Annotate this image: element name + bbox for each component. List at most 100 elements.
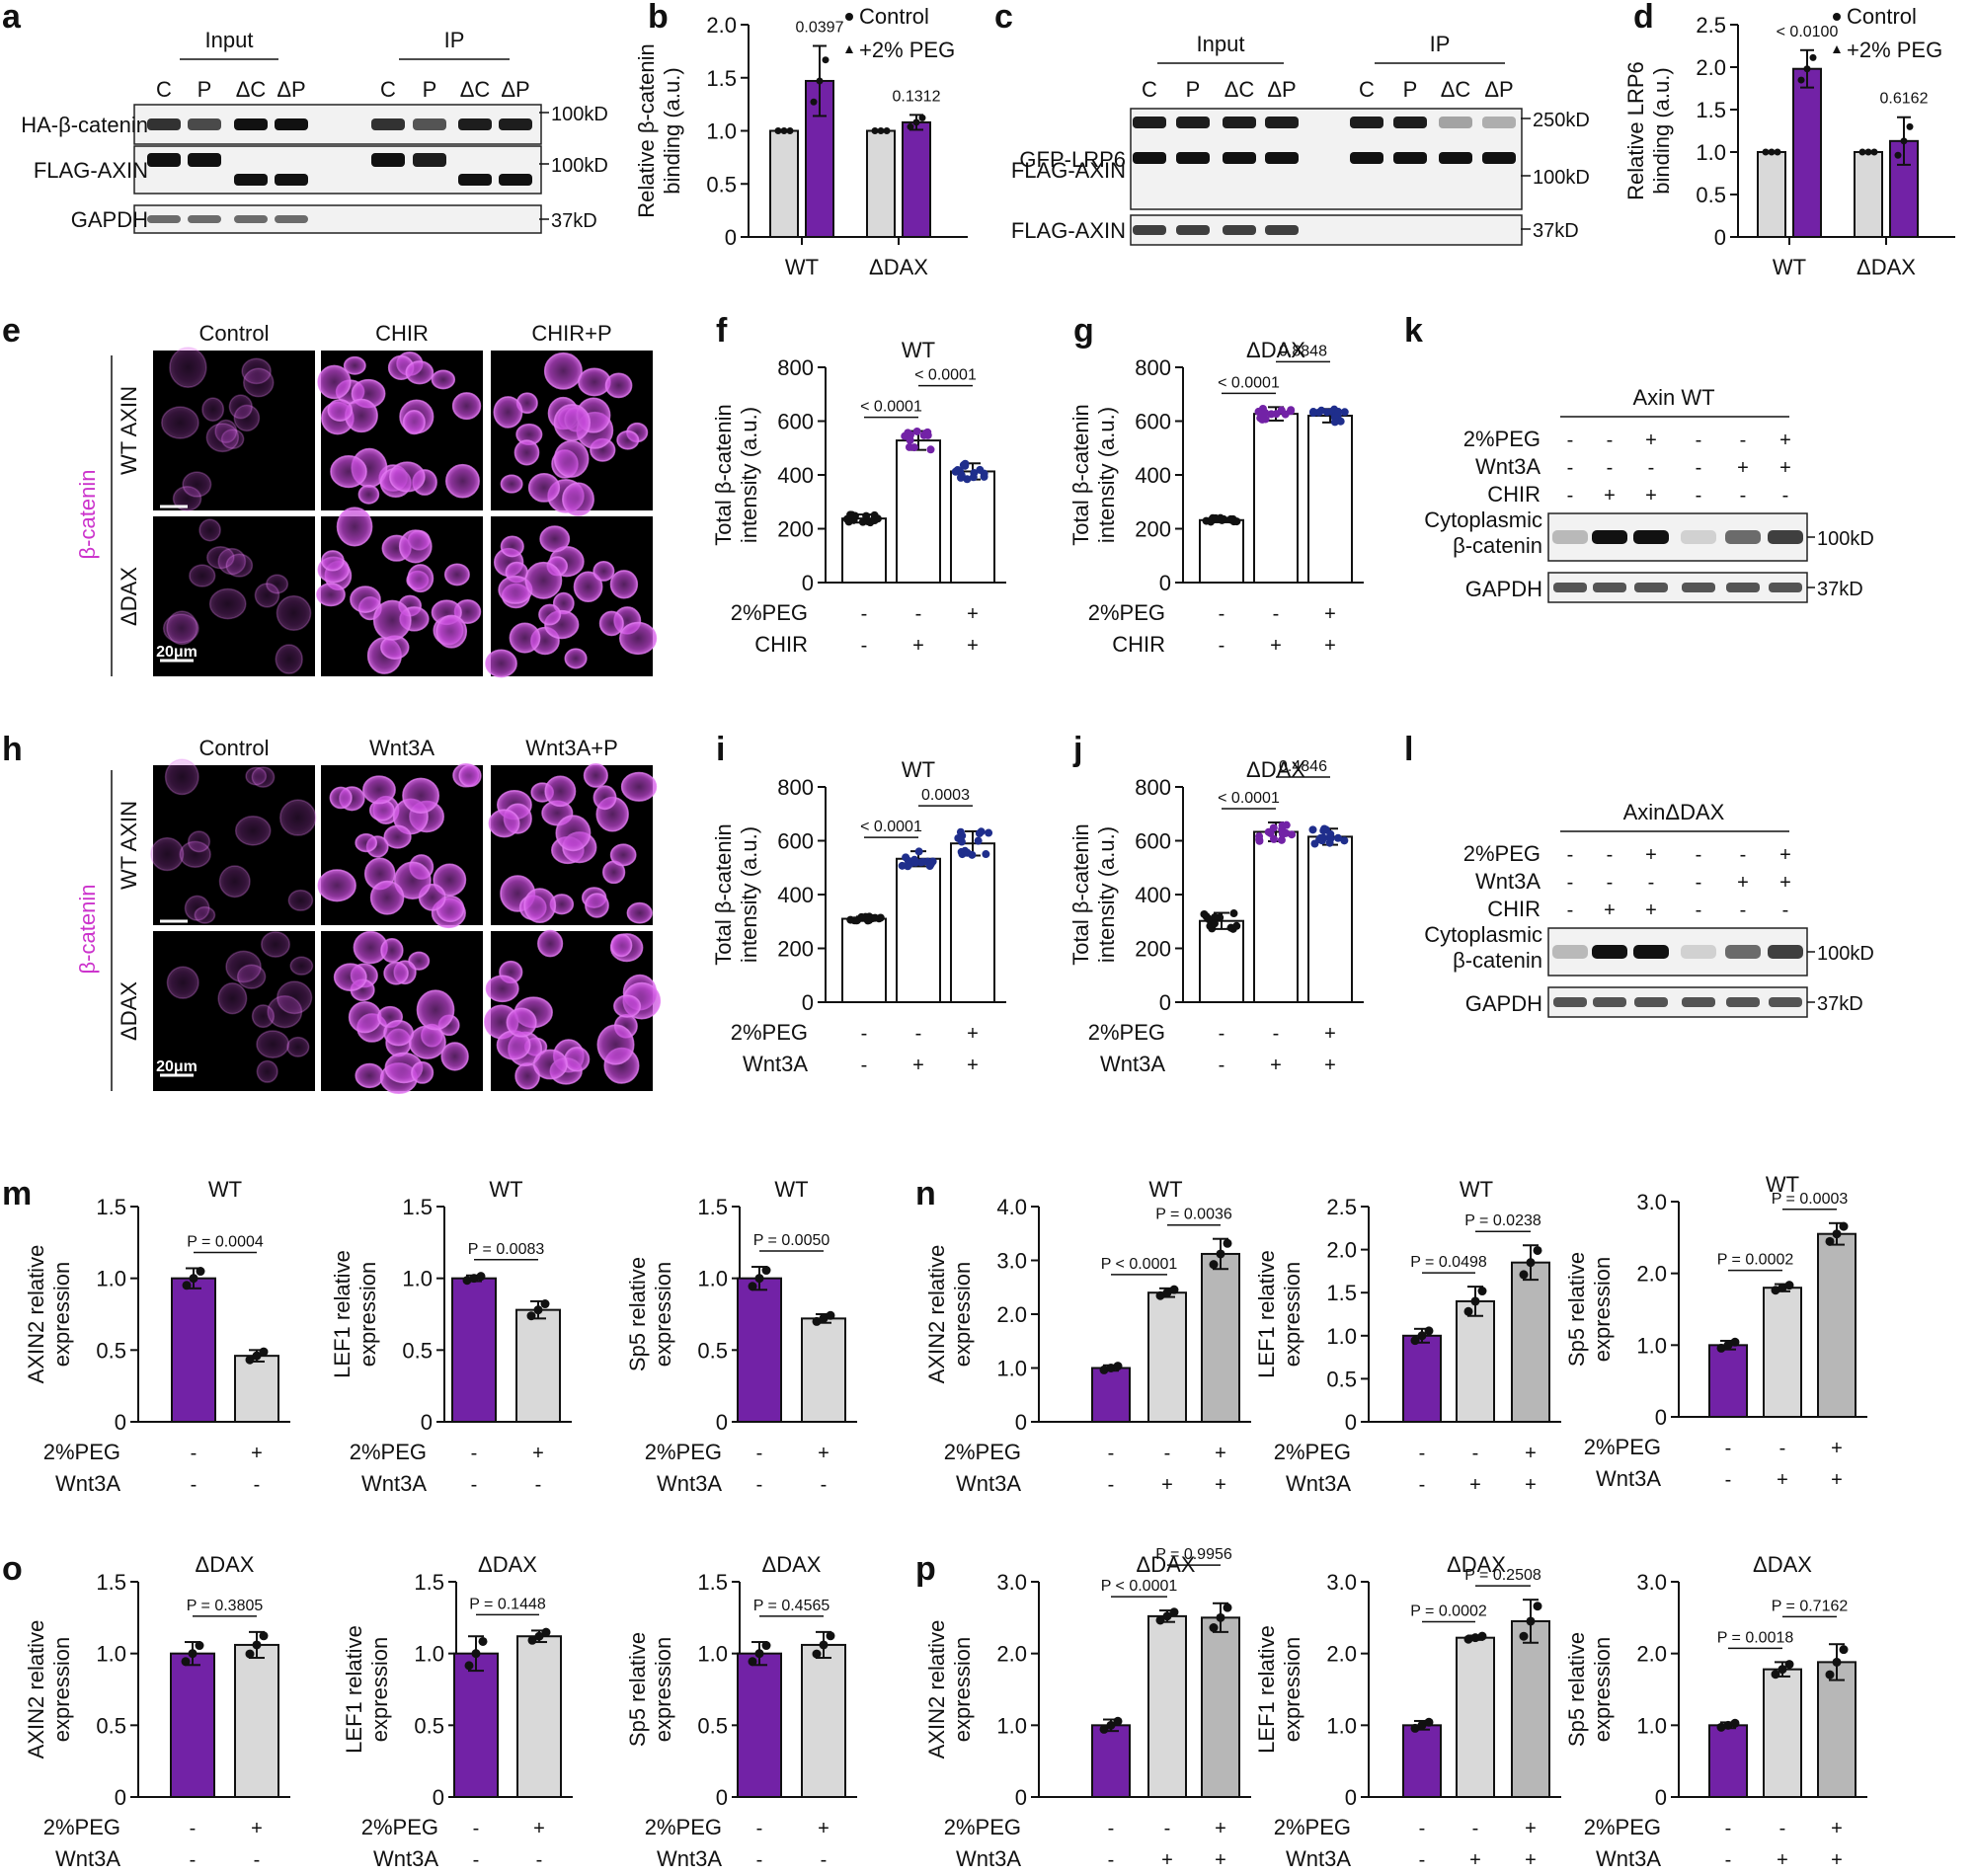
blot-band (1265, 152, 1299, 164)
cell (201, 397, 225, 423)
legend-label: Control (1847, 4, 1917, 29)
data-point (1169, 1607, 1179, 1617)
sign: - (473, 1849, 480, 1871)
cell (451, 392, 482, 421)
data-point (1477, 1631, 1487, 1641)
micro-column-label: Wnt3A (369, 736, 434, 760)
micro-column-label: CHIR (375, 321, 429, 346)
cell (488, 809, 520, 838)
blot-band (147, 215, 181, 223)
y-axis-label: expression (367, 1637, 392, 1742)
panel-letter-p: p (915, 1550, 936, 1588)
sign: - (861, 635, 868, 657)
bar (453, 1652, 499, 1798)
chart-o3: 0 0.5 1.0 1.5 Sp5 relative expression ΔDAX 2%PE… (625, 1552, 857, 1871)
y-tick-label: 200 (777, 937, 814, 962)
chart-o2: 0 0.5 1.0 1.5 LEF1 relative expression ΔDAX 2%P… (342, 1552, 573, 1871)
y-tick-label: 200 (1135, 937, 1171, 962)
data-point (974, 836, 983, 845)
lane-label: C (1142, 77, 1157, 102)
condition-label: 2%PEG (731, 600, 808, 625)
data-point (476, 1272, 486, 1282)
sign: - (861, 603, 868, 625)
blot-band (147, 118, 181, 130)
condition-label: Wnt3A (1286, 1846, 1351, 1871)
sign: - (1219, 1055, 1225, 1076)
data-point (1315, 835, 1324, 844)
blot-row-label: GFP-LRP6 (1019, 147, 1126, 172)
sign: - (1740, 485, 1747, 507)
chart-n1: 0 1.0 2.0 3.0 4.0 AXIN2 relative expression WT 2… (924, 1177, 1251, 1496)
cell (398, 529, 433, 564)
sign: + (1215, 1818, 1226, 1839)
cell (228, 394, 253, 420)
sign: - (1740, 844, 1747, 866)
sign: - (1419, 1818, 1426, 1839)
y-tick-label: 0 (115, 1785, 126, 1810)
condition-label: Wnt3A (657, 1471, 722, 1496)
cell (583, 762, 608, 788)
sign: - (536, 1849, 543, 1871)
cell (592, 785, 617, 811)
marker-label: 37kD (1817, 579, 1863, 600)
cell (458, 764, 482, 788)
data-point (819, 1640, 829, 1650)
data-point (1216, 1249, 1225, 1259)
data-point (846, 510, 855, 519)
cell (164, 758, 199, 796)
y-tick-label: 0.5 (96, 1713, 126, 1738)
cell (393, 861, 432, 899)
y-tick-label: 0 (1159, 990, 1171, 1015)
data-point (957, 837, 966, 846)
data-point (540, 1299, 550, 1309)
p-value: P = 0.0050 (753, 1232, 830, 1249)
y-axis-label: Sp5 relative (1564, 1252, 1589, 1367)
cell (514, 439, 540, 466)
y-tick-label: 600 (777, 410, 814, 434)
blot-band (499, 118, 532, 130)
chart-title: ΔDAX (1753, 1552, 1812, 1577)
blot-band (1223, 152, 1256, 164)
marker-label: 100kD (551, 104, 608, 125)
condition-label: 2%PEG (1584, 1815, 1661, 1839)
y-axis-label: Total β-catenin (711, 404, 736, 546)
chart-n2: 0 0.5 1.0 1.5 2.0 2.5 LEF1 relative expression W… (1254, 1177, 1561, 1496)
condition-label: CHIR (1487, 897, 1540, 921)
sign: + (912, 635, 924, 657)
sign: - (1725, 1438, 1732, 1459)
y-tick-label: 0 (1655, 1785, 1667, 1810)
bar (950, 842, 995, 1003)
cell (187, 830, 211, 853)
panel-letter-j: j (1072, 731, 1082, 768)
sign: - (1696, 457, 1702, 479)
sign: - (1725, 1849, 1732, 1871)
y-tick-label: 400 (1135, 463, 1171, 488)
blot-band (1593, 583, 1626, 592)
sign: - (1648, 457, 1655, 479)
sign: + (1469, 1474, 1481, 1496)
sign: + (1604, 485, 1616, 507)
blot-band (1769, 997, 1802, 1007)
bar (1456, 1299, 1495, 1424)
data-point (1424, 1717, 1434, 1727)
chart-b: 0 0.5 1.0 1.5 2.0 Relative β-catenin binding (… (634, 4, 968, 279)
blot-band (275, 215, 308, 223)
chart-o1: 0 0.5 1.0 1.5 AXIN2 relative expression ΔDAX 2%… (24, 1552, 290, 1871)
cell (218, 865, 251, 899)
blot-band (413, 118, 446, 130)
sign: + (1161, 1849, 1173, 1871)
y-tick-label: 3.0 (1326, 1570, 1357, 1595)
condition-label: CHIR (754, 632, 808, 657)
bar (1091, 1367, 1131, 1423)
panel-letter-k: k (1404, 312, 1423, 350)
sign: - (1696, 844, 1702, 866)
marker-label: 37kD (1817, 993, 1863, 1015)
y-axis-label: Total β-catenin (1068, 823, 1093, 966)
blot-row-label: GAPDH (1465, 991, 1542, 1016)
y-axis-label: Total β-catenin (1068, 404, 1093, 546)
cell (357, 484, 380, 505)
data-point (1218, 515, 1226, 524)
data-point (826, 1310, 835, 1320)
blot-band (1176, 152, 1210, 164)
sign: + (1324, 635, 1336, 657)
